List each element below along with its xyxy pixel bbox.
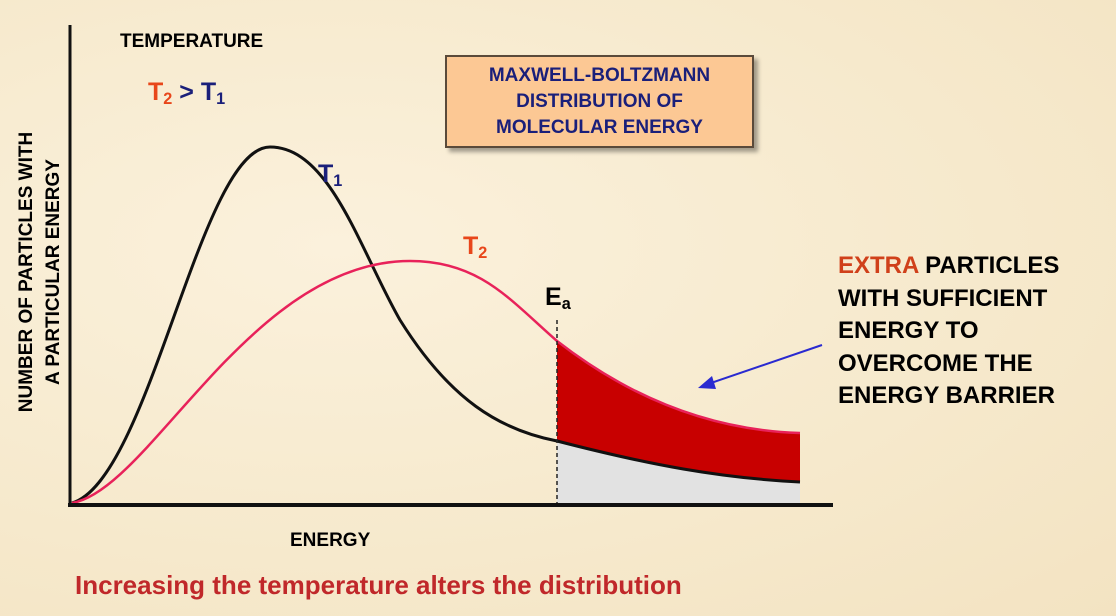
- x-axis-label: ENERGY: [290, 530, 371, 551]
- title-box: MAXWELL-BOLTZMANN DISTRIBUTION OF MOLECU…: [445, 55, 754, 148]
- annotation-line5: ENERGY BARRIER: [838, 382, 1055, 409]
- annotation-line4: OVERCOME THE: [838, 349, 1033, 377]
- annotation-highlight: EXTRA: [838, 252, 919, 279]
- annotation-line2: WITH SUFFICIENT: [838, 284, 1048, 312]
- temperature-heading: TEMPERATURE: [120, 31, 264, 52]
- y-axis-label: NUMBER OF PARTICLES WITH A PARTICULAR EN…: [13, 12, 67, 532]
- greater-than: >: [179, 78, 194, 106]
- curve-t1: [71, 145, 801, 505]
- title-line3: MOLECULAR ENERGY: [496, 116, 703, 138]
- title-line2: DISTRIBUTION OF: [516, 90, 683, 112]
- y-axis-label-line2: A PARTICULAR ENERGY: [43, 159, 64, 385]
- title-line1: MAXWELL-BOLTZMANN: [488, 64, 711, 86]
- t2-symbol: T2: [148, 78, 173, 109]
- caption: Increasing the temperature alters the di…: [75, 570, 682, 600]
- t2-curve-label: T2: [463, 232, 488, 263]
- annotation-line1: EXTRA PARTICLES: [838, 252, 1060, 279]
- t1-symbol: T1: [200, 78, 226, 109]
- extra-particles-area: [557, 341, 800, 482]
- arrow-head-icon: [698, 376, 716, 389]
- pointer-arrow: [707, 344, 823, 385]
- temperature-relation: T2 > T1: [148, 78, 225, 109]
- curve-t2: [71, 259, 801, 505]
- y-axis-label-line1: NUMBER OF PARTICLES WITH: [16, 131, 37, 413]
- t1-curve-label: T1: [318, 160, 343, 191]
- activation-energy-label: Ea: [545, 283, 571, 314]
- annotation-line3: ENERGY TO: [838, 317, 979, 344]
- extra-particles-annotation: EXTRA PARTICLES WITH SUFFICIENT ENERGY T…: [838, 250, 1059, 413]
